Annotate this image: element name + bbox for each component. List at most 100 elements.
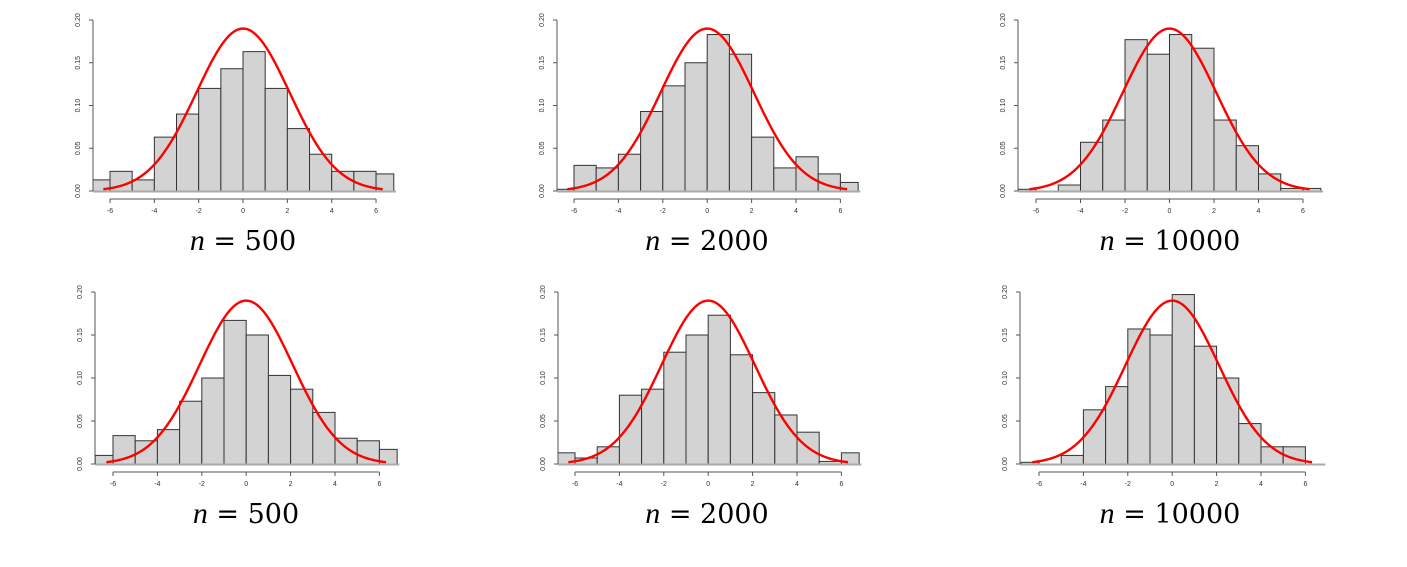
x-tick-label: 2	[750, 208, 754, 215]
y-tick-label: 0.00	[540, 457, 547, 471]
x-axis: -6 -4 -2 0 2 4 6	[1036, 471, 1307, 488]
y-tick-label: 0.05	[77, 414, 84, 428]
caption-value: = 10000	[1114, 499, 1241, 530]
y-tick-label: 0.00	[75, 184, 82, 198]
y-tick-label: 0.15	[75, 56, 82, 70]
x-tick-label: -2	[1125, 481, 1131, 488]
caption-value: = 500	[204, 226, 297, 257]
y-tick-label: 0.15	[1002, 328, 1009, 342]
x-tick-label: 6	[1303, 481, 1307, 488]
y-tick-label: 0.05	[539, 141, 546, 155]
normal-density-curve	[103, 27, 383, 191]
x-tick-label: 0	[244, 481, 248, 488]
histogram-bar	[1238, 423, 1262, 465]
caption-variable: n	[192, 497, 208, 530]
normal-density-curve	[1032, 299, 1313, 464]
x-tick-label: 6	[839, 481, 843, 488]
histogram-chart: 0.00 0.05 0.10 0.15 0.20 -6 -4 -2 0 2 4 6	[540, 285, 862, 488]
x-tick-label: 0	[1170, 481, 1174, 488]
x-tick-label: 4	[795, 481, 799, 488]
x-tick-label: 0	[705, 208, 709, 215]
caption-value: = 10000	[1114, 226, 1241, 257]
x-tick-label: -6	[572, 481, 578, 488]
y-tick-label: 0.20	[540, 285, 547, 299]
x-tick-label: -2	[661, 481, 667, 488]
histogram-bar	[1127, 328, 1151, 465]
x-axis: -6 -4 -2 0 2 4 6	[110, 471, 381, 488]
normal-density-curve	[106, 299, 387, 464]
y-tick-label: 0.00	[1000, 184, 1007, 198]
histogram-bar	[1260, 446, 1284, 465]
normal-density-curve	[1029, 27, 1310, 191]
histogram-bar	[1082, 409, 1107, 465]
x-tick-label: -6	[1036, 481, 1042, 488]
caption-variable: n	[1099, 497, 1115, 530]
x-tick-label: -2	[199, 481, 205, 488]
x-tick-label: 4	[333, 481, 337, 488]
y-tick-label: 0.10	[539, 99, 546, 113]
histogram-bars	[1020, 294, 1306, 465]
x-tick-label: -4	[1080, 481, 1086, 488]
y-tick-label: 0.10	[75, 99, 82, 113]
caption-value: = 500	[207, 499, 300, 530]
caption-variable: n	[1099, 224, 1115, 257]
caption-value: = 2000	[660, 499, 769, 530]
y-tick-label: 0.00	[539, 184, 546, 198]
caption-value: = 2000	[660, 226, 769, 257]
y-tick-label: 0.00	[1002, 457, 1009, 471]
histogram-chart: 0.00 0.05 0.10 0.15 0.20 -6 -4 -2 0 2 4 6	[1000, 13, 1324, 215]
x-tick-label: 0	[1168, 208, 1172, 215]
y-tick-label: 0.20	[1002, 285, 1009, 299]
x-tick-label: 4	[794, 208, 798, 215]
x-axis: -6 -4 -2 0 2 4 6	[107, 198, 378, 215]
x-tick-label: -4	[154, 481, 160, 488]
x-tick-label: 2	[1212, 208, 1216, 215]
x-tick-label: 6	[838, 208, 842, 215]
y-tick-label: 0.10	[540, 371, 547, 385]
y-tick-label: 0.20	[77, 285, 84, 299]
y-tick-label: 0.15	[540, 328, 547, 342]
y-tick-label: 0.15	[539, 56, 546, 70]
x-tick-label: 4	[330, 208, 334, 215]
x-tick-label: 4	[1259, 481, 1263, 488]
y-tick-label: 0.15	[77, 328, 84, 342]
x-tick-label: 4	[1257, 208, 1261, 215]
x-tick-label: 2	[289, 481, 293, 488]
caption-variable: n	[645, 224, 661, 257]
x-axis: -6 -4 -2 0 2 4 6	[1033, 198, 1305, 215]
histogram-chart: 0.00 0.05 0.10 0.15 0.20 -6 -4 -2 0 2 4 6	[75, 13, 396, 215]
x-tick-label: -4	[1077, 208, 1083, 215]
normal-density-curve	[568, 299, 849, 464]
x-tick-label: -6	[110, 481, 116, 488]
histogram-bar	[1171, 294, 1195, 465]
x-tick-label: -6	[571, 208, 577, 215]
histogram-bar	[1216, 377, 1240, 465]
y-tick-label: 0.10	[1000, 99, 1007, 113]
x-tick-label: -4	[615, 208, 621, 215]
x-tick-label: -2	[660, 208, 666, 215]
x-tick-label: 6	[1301, 208, 1305, 215]
histogram-bar	[1149, 334, 1173, 465]
chart-caption: n = 10000	[1020, 497, 1320, 531]
y-axis: 0.00 0.05 0.10 0.15 0.20	[1000, 13, 1019, 198]
x-tick-label: 0	[706, 481, 710, 488]
y-tick-label: 0.05	[75, 141, 82, 155]
chart-caption: n = 2000	[557, 224, 857, 258]
normal-density-curve	[567, 27, 848, 191]
caption-variable: n	[645, 497, 661, 530]
y-tick-label: 0.05	[1002, 414, 1009, 428]
histogram-bars	[92, 51, 395, 192]
y-axis: 0.00 0.05 0.10 0.15 0.20	[1002, 285, 1021, 471]
y-tick-label: 0.05	[540, 414, 547, 428]
x-axis: -6 -4 -2 0 2 4 6	[571, 198, 842, 215]
y-axis: 0.00 0.05 0.10 0.15 0.20	[539, 13, 558, 198]
x-tick-label: -6	[1033, 208, 1039, 215]
histogram-bars	[94, 319, 398, 465]
histogram-chart: 0.00 0.05 0.10 0.15 0.20 -6 -4 -2 0 2 4 6	[539, 13, 861, 215]
histogram-bar	[1193, 345, 1218, 465]
x-tick-label: 2	[751, 481, 755, 488]
x-tick-label: -4	[616, 481, 622, 488]
y-tick-label: 0.10	[1002, 371, 1009, 385]
x-tick-label: -2	[196, 208, 202, 215]
